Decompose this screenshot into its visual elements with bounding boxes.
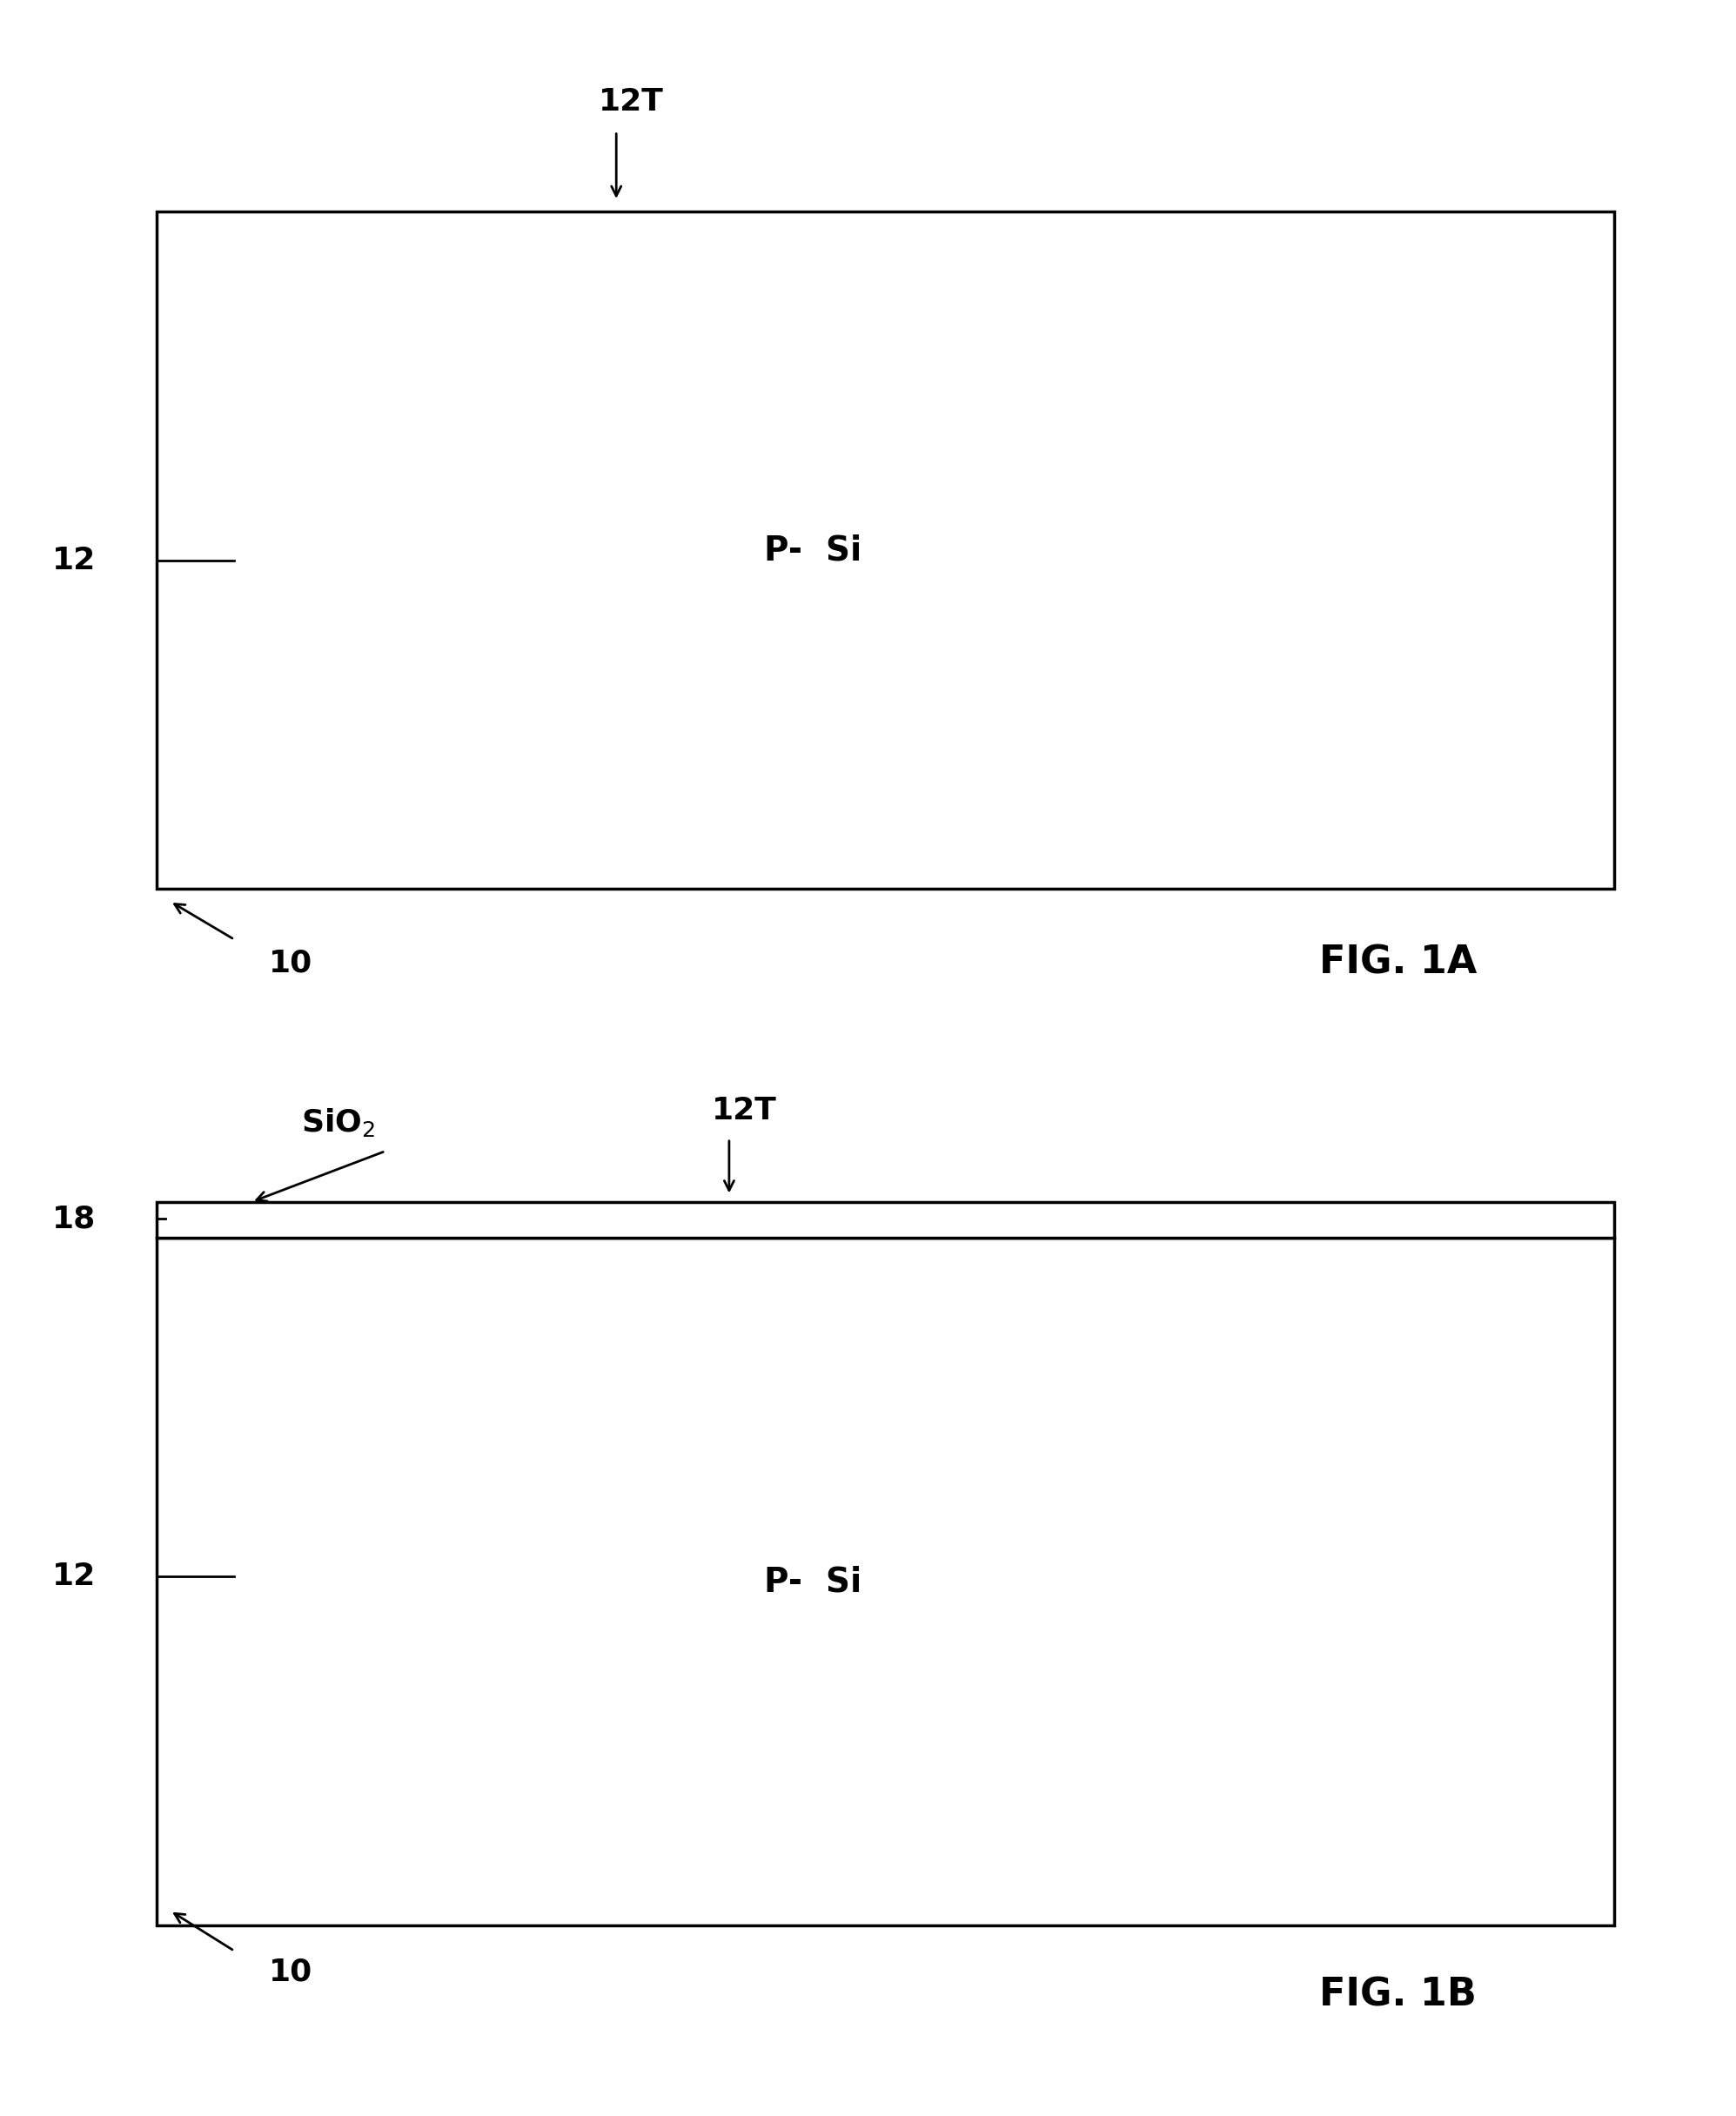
- Text: FIG. 1B: FIG. 1B: [1319, 1976, 1477, 2014]
- Text: 10: 10: [269, 948, 312, 978]
- Text: SiO$_2$: SiO$_2$: [302, 1107, 375, 1138]
- Text: 12: 12: [52, 1562, 95, 1591]
- Bar: [156, 212, 1614, 889]
- Text: 12: 12: [52, 546, 95, 576]
- Text: FIG. 1A: FIG. 1A: [1319, 944, 1477, 982]
- Text: P-  Si: P- Si: [764, 1566, 861, 1598]
- Bar: [156, 1238, 1614, 1926]
- Text: 12T: 12T: [599, 87, 665, 116]
- Text: 10: 10: [269, 1957, 312, 1987]
- Text: 18: 18: [52, 1204, 95, 1234]
- Bar: [156, 1202, 1614, 1238]
- Text: P-  Si: P- Si: [764, 533, 861, 567]
- Text: 12T: 12T: [712, 1096, 778, 1126]
